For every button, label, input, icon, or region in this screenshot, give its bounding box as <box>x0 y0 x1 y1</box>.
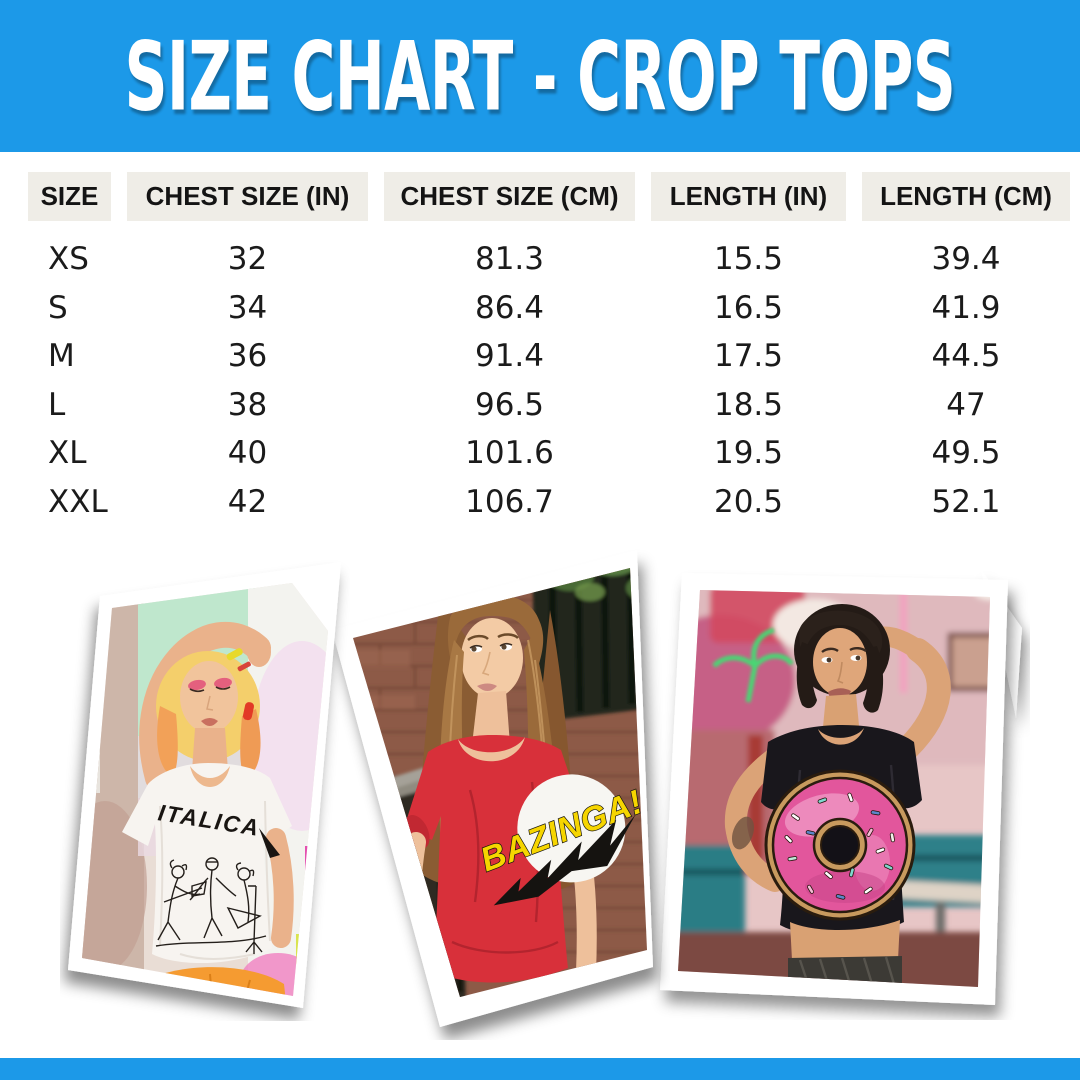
teal-booth <box>678 845 745 937</box>
bottom-accent-bar <box>0 1058 1080 1080</box>
hair-brown <box>447 594 544 670</box>
face <box>461 618 523 698</box>
donut-sprinkles <box>784 792 895 900</box>
table-cell: 34 <box>227 289 268 326</box>
table-cell: 38 <box>227 386 268 423</box>
donut-graphic <box>764 769 916 921</box>
photo-scene-diner <box>678 590 990 987</box>
forearm-tattoo <box>731 816 755 850</box>
table-cell: 86.4 <box>474 289 545 326</box>
table-cell: XL <box>48 435 87 472</box>
column-header-length-cm: LENGTH (CM) <box>862 172 1070 221</box>
table-cell: 47 <box>946 386 986 423</box>
table-cell: 32 <box>227 241 268 278</box>
model-brunette: BAZINGA! <box>399 594 647 983</box>
table-cell: 101.6 <box>465 435 554 472</box>
table-cell: 39.4 <box>931 241 1001 278</box>
table-cell: XXL <box>48 483 108 520</box>
photo-card-black-donut-crop-top <box>660 568 1022 1005</box>
model-blonde: ITALICA <box>122 622 294 996</box>
table-cell: 17.5 <box>713 338 784 375</box>
table-cell: 36 <box>227 338 268 375</box>
table-cell: 44.5 <box>931 338 1001 375</box>
table-cell: 49.5 <box>931 435 1001 472</box>
photo-card-red-bazinga-crop-top: BAZINGA! <box>332 550 653 1027</box>
column-header-length-in: LENGTH (IN) <box>651 172 846 221</box>
table-cell: 96.5 <box>474 386 545 423</box>
table-cell: 81.3 <box>474 241 545 278</box>
yellow-hair-clip <box>226 648 243 661</box>
table-cell: S <box>48 289 68 326</box>
table-cell: 52.1 <box>931 483 1001 520</box>
column-header-chest-cm: CHEST SIZE (CM) <box>384 172 635 221</box>
model-short-dark-hair <box>724 604 951 987</box>
table-cell: 20.5 <box>713 483 784 520</box>
table-cell: 16.5 <box>713 289 784 326</box>
table-cell: 19.5 <box>713 435 784 472</box>
band-line-art <box>155 857 267 954</box>
table-cell: 41.9 <box>931 289 1001 326</box>
face <box>813 628 867 696</box>
table-header-row: SIZE CHEST SIZE (IN) CHEST SIZE (CM) LEN… <box>28 172 1070 221</box>
photo-card-white-italica-crop-top: ITALICA <box>68 562 341 1008</box>
column-header-size: SIZE <box>28 172 111 221</box>
diner-table <box>890 880 990 904</box>
table-cell: L <box>48 386 66 423</box>
table-cell: 91.4 <box>474 338 545 375</box>
table-cell: 42 <box>227 483 268 520</box>
table-cell: 40 <box>227 435 268 472</box>
column-header-chest-in: CHEST SIZE (IN) <box>127 172 368 221</box>
table-cell: 18.5 <box>713 386 784 423</box>
table-cell: XS <box>48 241 89 278</box>
page-title: SIZE CHART - CROP TOPS <box>124 20 956 132</box>
table-body: XS 32 81.3 15.5 39.4 S 34 86.4 16.5 41.9… <box>28 235 1064 526</box>
table-cell: 106.7 <box>465 483 554 520</box>
red-earring <box>242 702 255 721</box>
size-chart-table: SIZE CHEST SIZE (IN) CHEST SIZE (CM) LEN… <box>28 172 1070 526</box>
title-banner: SIZE CHART - CROP TOPS <box>0 0 1080 152</box>
neon-palm-sign <box>712 627 794 703</box>
table-cell: M <box>48 338 75 375</box>
table-cell: 15.5 <box>713 241 784 278</box>
